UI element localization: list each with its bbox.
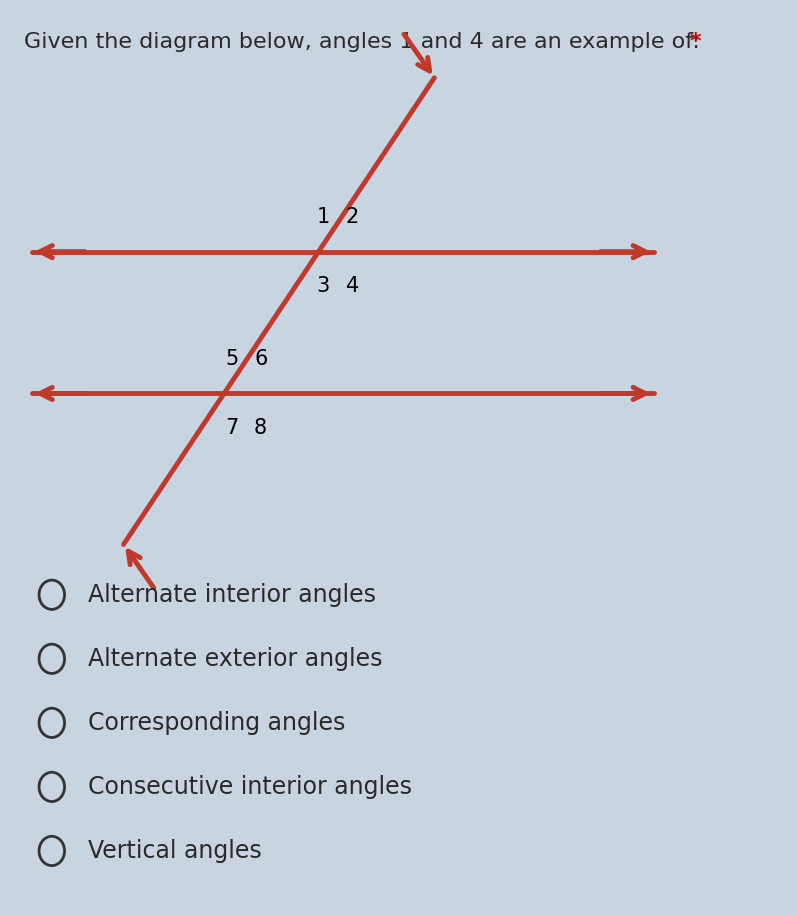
Text: Alternate interior angles: Alternate interior angles bbox=[88, 583, 375, 607]
Text: 2: 2 bbox=[346, 208, 359, 228]
Text: 6: 6 bbox=[254, 350, 268, 370]
Text: 4: 4 bbox=[346, 275, 359, 296]
Text: Consecutive interior angles: Consecutive interior angles bbox=[88, 775, 412, 799]
Text: 1: 1 bbox=[316, 208, 330, 228]
Text: 7: 7 bbox=[225, 417, 238, 437]
Text: *: * bbox=[689, 32, 701, 52]
Text: Corresponding angles: Corresponding angles bbox=[88, 711, 345, 735]
Text: Alternate exterior angles: Alternate exterior angles bbox=[88, 647, 383, 671]
Text: Vertical angles: Vertical angles bbox=[88, 839, 261, 863]
Text: 5: 5 bbox=[225, 350, 238, 370]
Text: 8: 8 bbox=[254, 417, 267, 437]
Text: Given the diagram below, angles 1 and 4 are an example of:: Given the diagram below, angles 1 and 4 … bbox=[24, 32, 707, 52]
Text: 3: 3 bbox=[316, 275, 330, 296]
